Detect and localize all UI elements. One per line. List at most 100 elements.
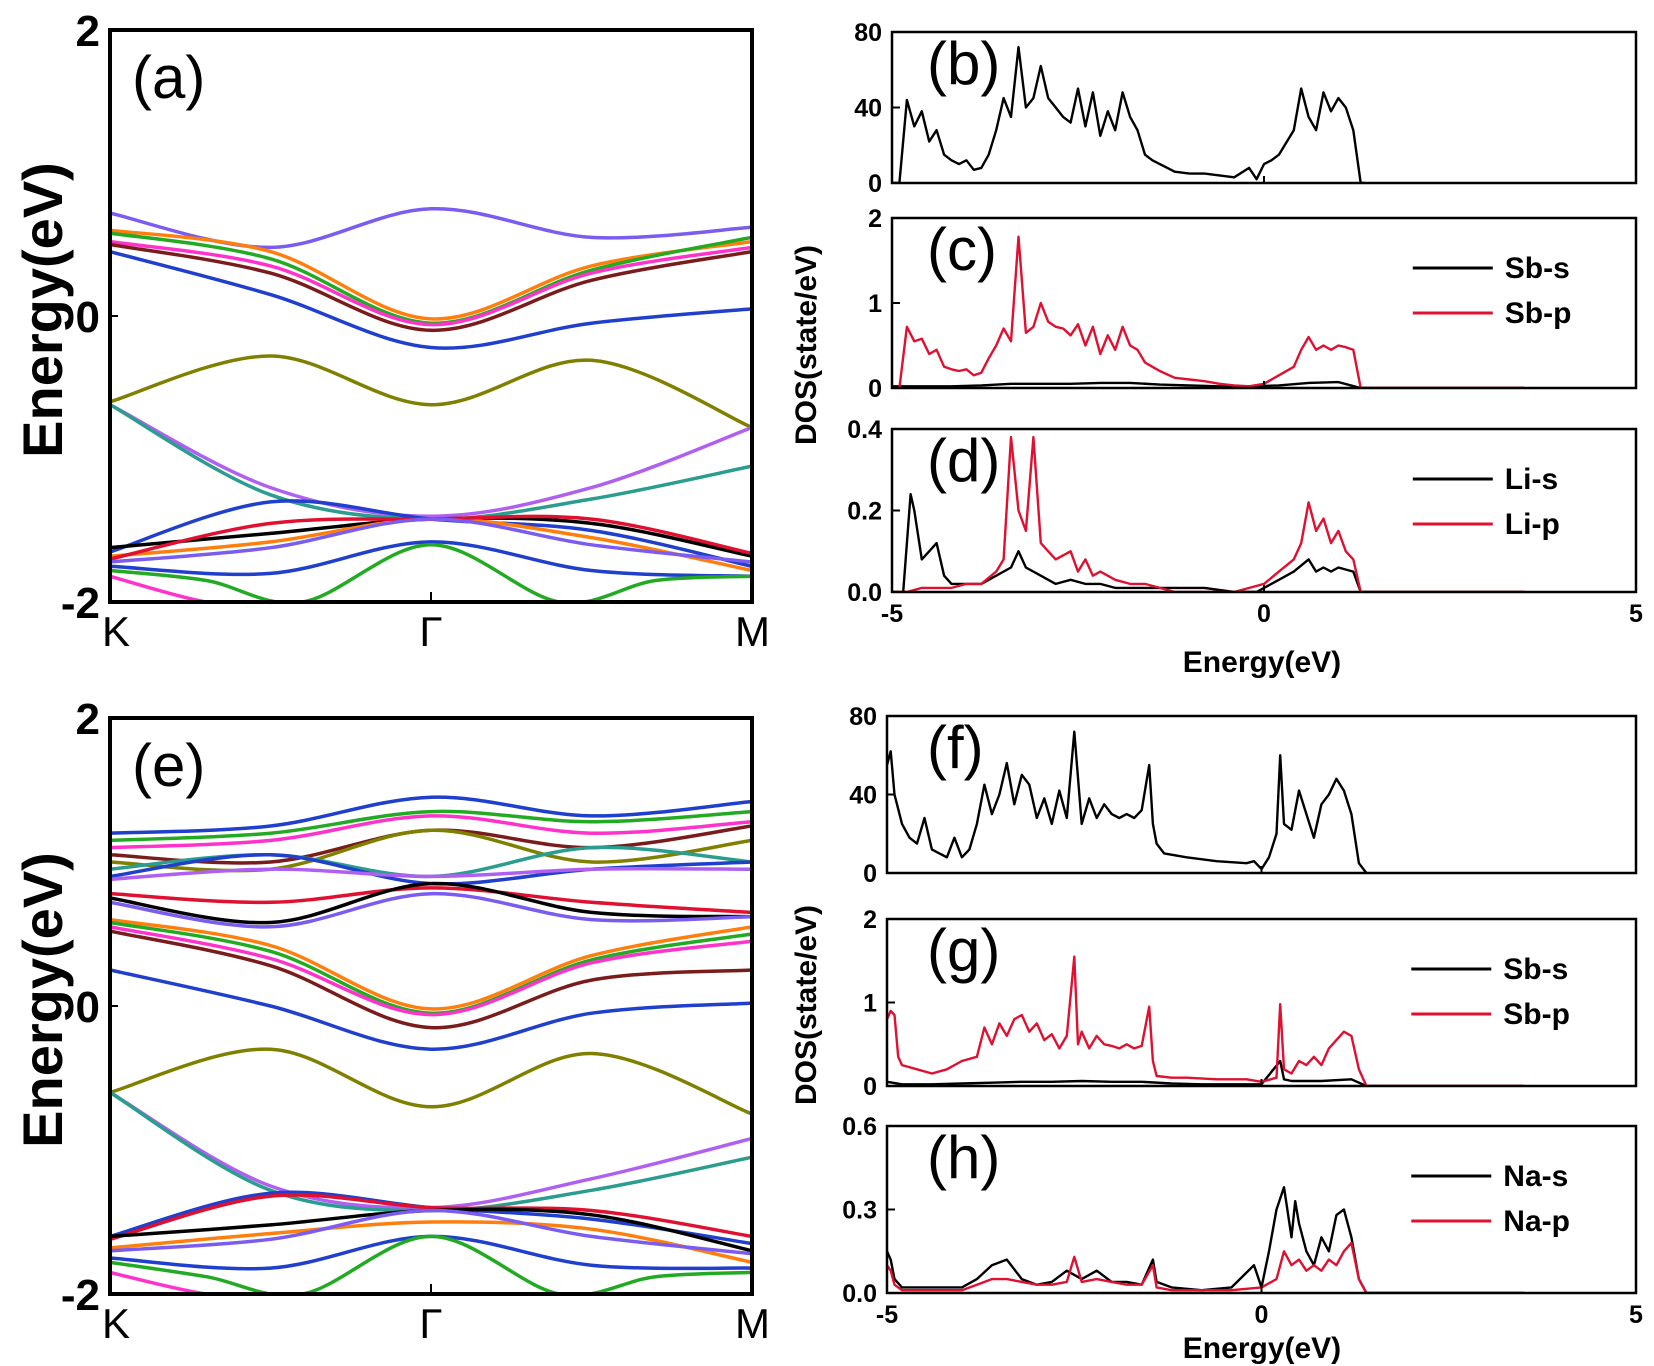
y-tick-label-g-0: 0 — [863, 1073, 877, 1101]
legend-label-h-0: Na-s — [1503, 1160, 1568, 1193]
dos-ylabel-top: DOS(state/eV) — [790, 245, 823, 445]
y-tick-label-b-0: 0 — [868, 170, 882, 198]
series-line-a-3 — [110, 239, 752, 327]
dos-panel-f: (f) 0 40 80 — [849, 703, 1638, 888]
series-line-a-16 — [110, 574, 271, 602]
dos-ylabel-bottom: DOS(state/eV) — [790, 905, 823, 1105]
series-line-e-1 — [110, 809, 752, 843]
x-tick-label-h-0: -5 — [876, 1301, 898, 1329]
series-line-e-0 — [110, 795, 752, 835]
panel-label-f: (f) — [927, 714, 984, 781]
y-tick-label-c-0: 0 — [868, 375, 882, 403]
series-line-e-22 — [110, 1220, 752, 1265]
dos-xlabel-top: Energy(eV) — [1183, 646, 1341, 679]
series-line-e-18 — [110, 1090, 752, 1213]
y-tick-label-h-0: 0.0 — [842, 1280, 877, 1308]
series-line-e-11 — [110, 917, 752, 1011]
y-tick-label-e-1: 0 — [76, 983, 100, 1032]
band-structure-top-panel: (a) -2 0 2 K Γ M — [61, 7, 770, 655]
y-tick-label-a-0: -2 — [61, 579, 100, 628]
x-tick-label-d-0: -5 — [881, 600, 903, 628]
x-tick-label-h-1: 0 — [1255, 1301, 1269, 1329]
panel-label-h: (h) — [927, 1124, 1000, 1191]
y-tick-label-b-2: 80 — [854, 19, 882, 47]
series-line-g-1 — [887, 955, 1524, 1086]
legend-label-h-1: Na-p — [1503, 1205, 1570, 1238]
series-line-e-16 — [110, 1047, 752, 1116]
k-point-label-a-0: K — [102, 608, 130, 655]
k-point-label-a-2: M — [735, 608, 770, 655]
legend-label-g-0: Sb-s — [1503, 953, 1568, 986]
dos-panel-h: (h) 0.0 0.3 0.6 -5 0 5 Na-s Na-p — [842, 1113, 1643, 1329]
dos-panel-d: (d) 0.0 0.2 0.4 -5 0 5 Li-s Li-p — [847, 416, 1643, 628]
panel-label-g: (g) — [927, 917, 1000, 984]
series-line-c-1 — [892, 235, 1525, 388]
x-tick-label-h-2: 5 — [1629, 1301, 1643, 1329]
series-line-e-12 — [110, 920, 752, 1015]
legend-label-c-1: Sb-p — [1505, 297, 1572, 330]
series-line-e-14 — [110, 929, 752, 1030]
y-tick-label-a-2: 2 — [76, 7, 100, 56]
series-line-e-20 — [110, 1193, 752, 1241]
series-line-h-1 — [887, 1241, 1524, 1293]
k-point-label-e-2: M — [735, 1300, 770, 1347]
series-line-e-10 — [110, 891, 752, 929]
dos-panel-b: (b) 0 40 80 — [854, 19, 1638, 198]
x-tick-label-d-2: 5 — [1629, 600, 1643, 628]
legend-label-g-1: Sb-p — [1503, 998, 1570, 1031]
y-tick-label-h-2: 0.6 — [842, 1113, 877, 1141]
dos-panel-c: (c) 0 1 2 Sb-s Sb-p — [868, 205, 1638, 403]
k-point-label-e-0: K — [102, 1300, 130, 1347]
y-tick-label-g-2: 2 — [863, 906, 877, 934]
legend-label-c-0: Sb-s — [1505, 252, 1570, 285]
series-line-d-0 — [892, 493, 1525, 592]
series-line-c-0 — [892, 380, 1525, 388]
y-tick-label-f-0: 0 — [863, 860, 877, 888]
panel-label-c: (c) — [927, 216, 997, 283]
k-point-label-e-1: Γ — [419, 1300, 442, 1347]
y-tick-label-a-1: 0 — [76, 293, 100, 342]
series-line-a-7 — [110, 403, 752, 518]
y-tick-label-c-2: 2 — [868, 205, 882, 233]
y-tick-label-h-1: 0.3 — [842, 1197, 877, 1225]
panel-label-a: (a) — [132, 44, 205, 111]
band-ylabel-top: Energy(eV) — [11, 162, 74, 458]
y-tick-label-d-1: 0.2 — [847, 498, 882, 526]
series-line-e-25 — [110, 1234, 752, 1294]
series-line-h-0 — [887, 1185, 1524, 1293]
series-line-e-8 — [110, 886, 752, 915]
series-line-a-15 — [110, 543, 752, 602]
series-line-e-15 — [110, 968, 752, 1051]
y-tick-label-d-0: 0.0 — [847, 579, 882, 607]
band-ylabel-bottom: Energy(eV) — [11, 852, 74, 1148]
legend-label-d-0: Li-s — [1505, 463, 1558, 496]
y-tick-label-e-2: 2 — [76, 695, 100, 744]
panel-label-b: (b) — [927, 30, 1000, 97]
series-line-e-9 — [110, 881, 752, 925]
k-point-label-a-1: Γ — [419, 608, 442, 655]
series-line-a-4 — [110, 242, 752, 333]
y-tick-label-d-2: 0.4 — [847, 416, 882, 444]
series-line-a-0 — [110, 207, 752, 250]
x-tick-label-d-1: 0 — [1257, 600, 1271, 628]
panel-label-e: (e) — [132, 732, 205, 799]
panel-label-d: (d) — [927, 427, 1000, 494]
series-line-e-23 — [110, 1208, 752, 1256]
dos-xlabel-bottom: Energy(eV) — [1183, 1332, 1341, 1365]
series-line-d-1 — [892, 435, 1525, 592]
y-tick-label-e-0: -2 — [61, 1271, 100, 1320]
series-line-a-5 — [110, 249, 752, 350]
series-line-a-6 — [110, 354, 752, 430]
series-line-f-0 — [887, 730, 1368, 873]
dos-panel-g: (g) 0 1 2 Sb-s Sb-p — [863, 906, 1638, 1101]
series-line-a-1 — [110, 228, 752, 321]
series-line-e-7 — [110, 866, 752, 882]
series-line-e-13 — [110, 925, 752, 1017]
series-line-a-14 — [110, 540, 752, 579]
y-tick-label-g-1: 1 — [863, 990, 877, 1018]
series-line-g-0 — [887, 1059, 1524, 1086]
y-tick-label-f-2: 80 — [849, 703, 877, 731]
legend-label-d-1: Li-p — [1505, 508, 1560, 541]
y-tick-label-f-1: 40 — [849, 782, 877, 810]
